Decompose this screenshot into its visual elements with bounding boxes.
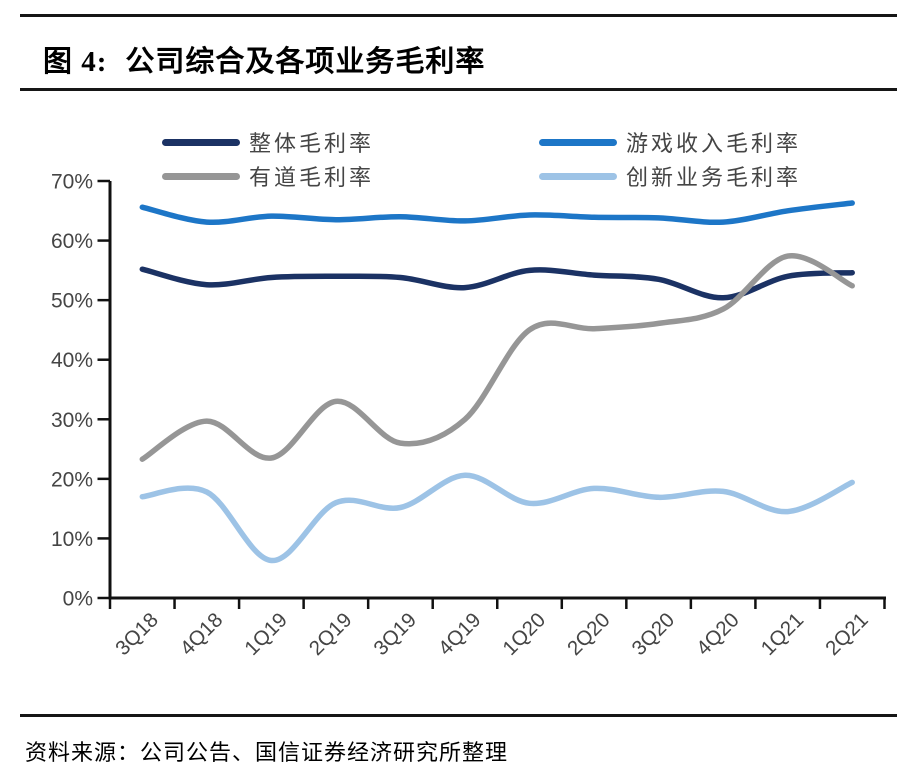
legend-item-overall-margin: 整体毛利率 <box>162 128 374 156</box>
header-top-rule <box>20 14 897 17</box>
x-tick-label: 2Q21 <box>821 608 873 660</box>
series-line-1 <box>139 266 855 301</box>
legend-label-game: 游戏收入毛利率 <box>626 131 802 156</box>
y-tick-label: 70% <box>51 171 93 194</box>
legend-item-game-margin: 游戏收入毛利率 <box>539 128 801 156</box>
figure-title-row: 图 4: 公司综合及各项业务毛利率 <box>43 38 485 80</box>
y-tick-label: 50% <box>51 290 93 313</box>
x-tick-label: 3Q19 <box>369 608 421 660</box>
y-axis: 0% 10% 20% 30% 40% 50% 60% 70% <box>51 171 110 611</box>
source-note: 资料来源：公司公告、国信证券经济研究所整理 <box>25 740 509 765</box>
series-line-3 <box>139 253 855 462</box>
legend-line-swatch-innovation-icon <box>539 172 617 180</box>
y-tick-label: 0% <box>63 588 93 611</box>
y-tick-label: 10% <box>51 528 93 551</box>
x-tick-label: 4Q20 <box>692 608 744 660</box>
x-tick-label: 4Q19 <box>434 608 486 660</box>
x-tick-label: 2Q20 <box>563 608 615 660</box>
x-tick-label: 1Q20 <box>498 608 550 660</box>
legend-line-swatch-youdao-icon <box>162 172 240 180</box>
legend-item-youdao-margin: 有道毛利率 <box>162 162 374 190</box>
x-tick-label: 3Q18 <box>111 608 163 660</box>
legend-label-youdao: 有道毛利率 <box>249 165 375 190</box>
axis-lines <box>108 181 886 600</box>
figure-label: 图 4: <box>43 46 108 78</box>
series-line-2 <box>139 200 855 226</box>
x-tick-label: 1Q19 <box>240 608 292 660</box>
x-tick-label: 2Q19 <box>305 608 357 660</box>
chart-title: 公司综合及各项业务毛利率 <box>125 46 486 78</box>
y-tick-label: 60% <box>51 230 93 253</box>
header-bottom-rule <box>20 88 897 91</box>
legend-line-swatch-game-icon <box>539 138 617 146</box>
legend-label-overall: 整体毛利率 <box>249 131 375 156</box>
x-tick-label: 1Q21 <box>756 608 808 660</box>
x-axis: 3Q18 4Q18 1Q19 2Q19 3Q19 4Q19 1Q20 2Q20 3Q20 4Q20… <box>108 598 886 660</box>
x-tick-label: 3Q20 <box>627 608 679 660</box>
series-line-4 <box>139 472 855 564</box>
y-tick-label: 40% <box>51 349 93 372</box>
footer-rule <box>20 714 897 717</box>
legend-label-innovation: 创新业务毛利率 <box>626 165 802 190</box>
legend-line-swatch-overall-icon <box>162 138 240 146</box>
x-tick-label: 4Q18 <box>176 608 228 660</box>
legend-item-innovation-margin: 创新业务毛利率 <box>539 162 801 190</box>
y-tick-label: 30% <box>51 409 93 432</box>
y-tick-label: 20% <box>51 468 93 491</box>
